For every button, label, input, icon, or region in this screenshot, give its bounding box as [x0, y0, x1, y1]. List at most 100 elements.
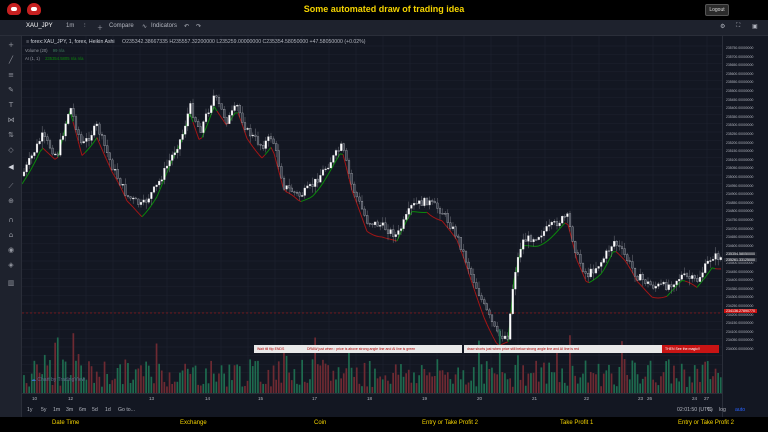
volume-bar: [95, 371, 98, 393]
volume-bar: [459, 379, 462, 393]
brush-icon[interactable]: ✎: [8, 86, 14, 94]
candle-body: [633, 267, 637, 277]
time-tick-label: 23: [638, 396, 644, 401]
utc-time[interactable]: 02:01:50 (UTC): [677, 407, 713, 413]
trash-icon[interactable]: ▥: [7, 279, 15, 287]
series-menu-icon[interactable]: ≡: [26, 39, 30, 45]
range-1m[interactable]: 1m: [53, 407, 61, 413]
volume-bar: [90, 366, 93, 393]
text-icon[interactable]: T: [8, 101, 14, 109]
trend-line-icon[interactable]: ╱: [8, 56, 14, 64]
ai-line-segment: [660, 296, 665, 299]
price-tick-label: 234950.00000000: [726, 183, 754, 188]
footer-entry-tp2: Entry or Take Profit 2: [422, 420, 478, 426]
ai-label: AI (1, 1): [25, 56, 40, 61]
range-1y[interactable]: 1y: [27, 407, 33, 413]
range-5y[interactable]: 5y: [41, 407, 47, 413]
price-tick-label: 234700.00000000: [726, 226, 754, 231]
crosshair-icon[interactable]: +: [8, 41, 14, 49]
volume-bar: [660, 376, 662, 393]
fullscreen-icon[interactable]: ⛶: [736, 23, 741, 29]
candle-body: [509, 313, 512, 340]
ai-line-segment: [129, 203, 134, 208]
ohlc-values: O235342.38667335 H235557.32200000 L23525…: [122, 39, 366, 45]
candle-body: [610, 246, 613, 252]
prediction-icon[interactable]: ⇅: [8, 131, 14, 139]
redo-icon[interactable]: ↷: [196, 24, 202, 30]
range-3m[interactable]: 3m: [66, 407, 74, 413]
lock-icon[interactable]: ⌂: [8, 231, 14, 239]
ai-line-segment: [702, 275, 707, 281]
fib-icon[interactable]: ≡: [8, 71, 14, 79]
candle-body: [77, 129, 80, 135]
volume-bar: [475, 386, 478, 393]
price-tick-label: 235550.00000000: [726, 80, 754, 85]
back-arrow-icon[interactable]: ◀: [8, 163, 14, 171]
shape-icon[interactable]: ◇: [8, 146, 14, 154]
magnet-icon[interactable]: ∩: [8, 216, 14, 224]
candle-body: [574, 241, 577, 253]
price-tick-label: 235700.00000000: [726, 54, 754, 59]
bar-style-icon[interactable]: ⫶: [84, 23, 86, 29]
compare-button[interactable]: Compare: [109, 23, 134, 29]
candle-body: [524, 239, 527, 242]
zoom-icon[interactable]: ⊕: [8, 197, 14, 205]
chart-pane[interactable]: ≡ forex:XAU_JPY, 1, forex, Heikin Ashi O…: [22, 36, 722, 406]
pattern-icon[interactable]: ⋈: [7, 116, 15, 124]
ai-line-segment: [681, 279, 686, 282]
volume-bar: [467, 382, 470, 393]
layers-icon[interactable]: ◈: [8, 261, 14, 269]
interval-select[interactable]: 1m: [66, 23, 75, 29]
candle-body: [646, 281, 650, 284]
undo-icon[interactable]: ↶: [184, 24, 190, 30]
volume-bar: [327, 365, 329, 393]
goto-button[interactable]: Go to...: [118, 407, 136, 413]
candle-body: [464, 251, 468, 263]
ai-line-segment: [405, 216, 410, 223]
candle-body: [451, 226, 455, 229]
symbol-search[interactable]: XAU_JPY: [26, 23, 53, 29]
eye-icon[interactable]: ◉: [7, 246, 15, 254]
candle-body: [311, 184, 314, 187]
candle-body: [132, 197, 135, 200]
indicators-icon[interactable]: ∿: [142, 24, 148, 30]
volume-bar: [561, 368, 563, 393]
settings-icon[interactable]: ⚙: [720, 24, 726, 30]
candle-body: [519, 248, 522, 258]
price-chart[interactable]: [22, 36, 722, 393]
volume-bar: [147, 365, 150, 393]
candle-body: [483, 299, 486, 304]
ai-line-segment: [645, 290, 650, 295]
candle-body: [171, 154, 174, 161]
price-scale[interactable]: 235750.00000000 235700.00000000 235650.000…: [722, 36, 768, 420]
percent-toggle[interactable]: %: [707, 407, 712, 413]
screenshot-icon[interactable]: ▣: [752, 24, 758, 30]
volume-bar: [101, 386, 103, 393]
logout-button[interactable]: Logout: [705, 4, 729, 16]
auto-toggle[interactable]: auto: [735, 407, 746, 413]
candle-body: [155, 184, 158, 187]
volume-bar: [706, 361, 709, 393]
ai-line-segment: [87, 145, 92, 150]
time-axis[interactable]: 10 12 13 14 15 17 18 19 20 21 22 23 24 26 27: [22, 393, 722, 403]
range-5d[interactable]: 5d: [92, 407, 98, 413]
candle-body: [181, 134, 184, 140]
volume-bar: [329, 380, 332, 393]
volume-legend: Volume (20) 99 n/a: [25, 48, 64, 53]
volume-bar: [436, 359, 439, 393]
volume-bar: [402, 376, 405, 393]
range-1d[interactable]: 1d: [105, 407, 111, 413]
volume-bar: [228, 364, 231, 393]
log-toggle[interactable]: log: [719, 407, 726, 413]
volume-bar: [589, 371, 592, 393]
compare-icon[interactable]: ＋: [97, 26, 104, 32]
range-6m[interactable]: 6m: [79, 407, 87, 413]
ruler-icon[interactable]: ⟋: [8, 182, 14, 190]
price-tick-label: 234000.00000000: [726, 347, 754, 351]
indicators-button[interactable]: Indicators: [151, 23, 178, 29]
volume-bar: [257, 360, 259, 393]
volume-bar: [293, 369, 296, 393]
ai-line-segment: [618, 254, 623, 258]
volume-bar: [480, 364, 483, 393]
candle-body: [558, 222, 561, 227]
